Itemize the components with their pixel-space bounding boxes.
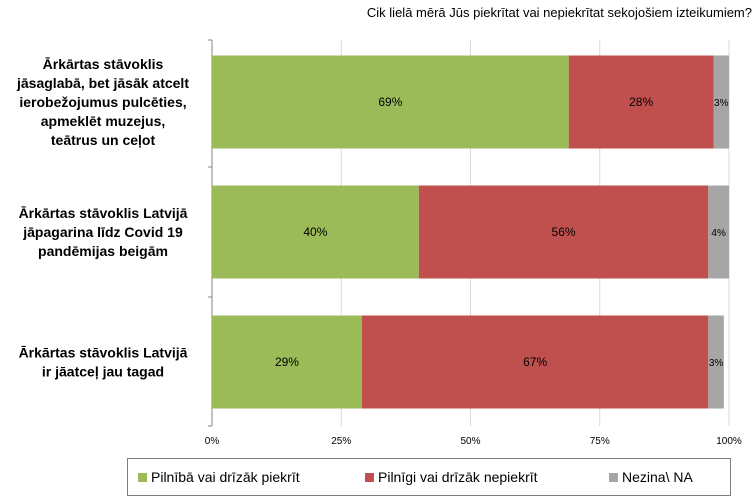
bar-3-3 [708,315,724,409]
bar-3-1 [713,55,729,149]
plot-area: 69% 28% 3% Ārkārtas stāvoklis jāsaglabā, bet… [16,39,742,447]
bar-2-3 [361,315,709,409]
legend-item: Pilnīgi vai drīzāk nepiekrīt [365,459,538,495]
data-label-3-3: 3% [709,358,724,369]
data-label-3-1: 3% [714,98,729,109]
legend-label: Pilnībā vai drīzāk piekrīt [151,469,300,485]
data-label-1-2: 40% [303,225,327,239]
x-tick-label: 25% [331,436,351,447]
data-label-2-1: 28% [629,95,653,109]
data-label-2-3: 67% [523,355,547,369]
data-label-2-2: 56% [552,225,576,239]
chart-title: Cik lielā mērā Jūs piekrītat vai nepiekr… [366,5,752,20]
legend: Pilnībā vai drīzāk piekrīt Pilnīgi vai dr… [127,458,731,496]
legend-swatch [365,472,374,482]
bar-3-2 [708,185,729,279]
bar-1-1 [212,55,569,149]
bar-2-2 [418,185,709,279]
data-label-1-1: 69% [378,95,402,109]
category-label: Ārkārtas stāvoklis Latvijā jāpagarina līd… [19,205,188,259]
x-tick-label: 0% [205,436,220,447]
x-tick-label: 75% [590,436,610,447]
legend-swatch [609,472,618,482]
x-tick-label: 50% [460,436,480,447]
data-label-1-3: 29% [275,355,299,369]
data-label-3-2: 4% [711,228,726,239]
legend-label: Nezina\ NA [622,469,693,485]
bar-1-2 [212,185,419,279]
legend-swatch [138,472,147,482]
category-label: Ārkārtas stāvoklis Latvijā ir jāatceļ jau… [19,345,188,380]
x-tick-label: 100% [716,436,742,447]
legend-item: Pilnībā vai drīzāk piekrīt [138,459,300,495]
bar-2-1 [568,55,714,149]
legend-item: Nezina\ NA [609,459,693,495]
category-label: Ārkārtas stāvoklis jāsaglabā, bet jāsāk a… [16,56,189,148]
legend-label: Pilnīgi vai drīzāk nepiekrīt [378,469,538,485]
bar-1-3 [212,315,362,409]
